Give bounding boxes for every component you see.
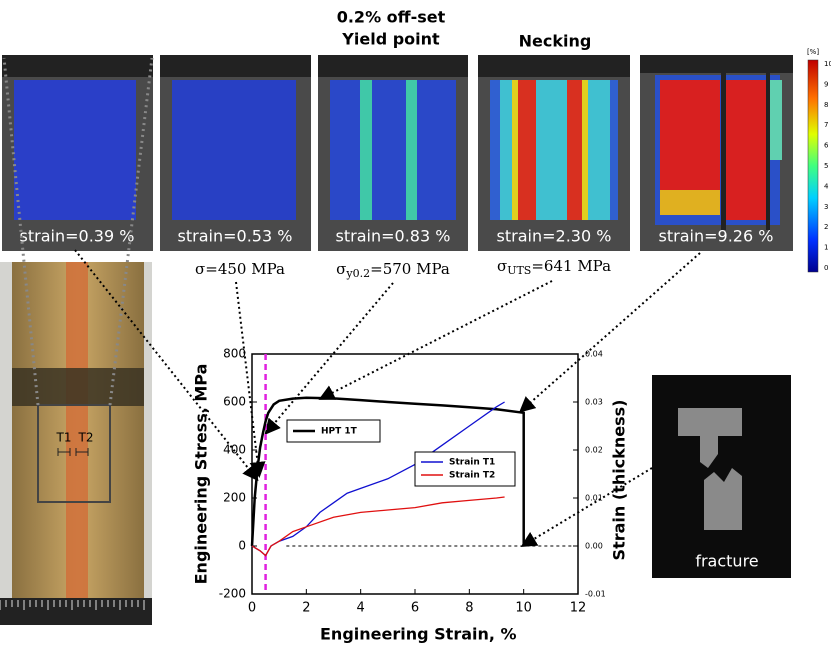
x-tick-label: 6 [411,601,419,616]
y-tick-label: -200 [219,587,246,601]
legend-label: Strain T2 [449,471,495,481]
legend-box [414,451,516,487]
heading: 0.2% off-set [337,8,446,27]
annotation: σy0.2=570 MPa [336,260,450,280]
x-tick-label: 4 [357,601,365,616]
series-line [250,396,525,547]
y-tick-label: 800 [223,347,246,361]
colorbar-tick-label: 3 [824,203,828,211]
gauge-label: T2 [78,431,94,445]
strain-label: strain=2.30 % [497,227,612,246]
heading: Necking [519,32,592,51]
y2-tick-label: 0.01 [585,494,603,503]
dic-panel: strain=2.30 % [478,55,630,251]
colorbar-tick-label: 2 [824,223,828,231]
strain-label: strain=0.83 % [336,227,451,246]
plot: Engineering Strain, % Engineering Stress… [192,347,629,644]
specimen-photo: T1 T2 [0,262,152,625]
colorbar-tick-label: 5 [824,162,828,170]
leader-arrow [74,249,701,548]
y-tick-label: 0 [238,539,246,553]
x-tick-label: 0 [248,601,256,616]
y2-tick-label: 0.02 [585,446,603,455]
y2-tick-label: -0.01 [585,590,606,599]
y-tick-label: 600 [223,395,246,409]
y2-axis-label: Strain (thickness) [610,400,629,561]
zoom-lines [2,57,154,406]
legend-box [286,419,381,443]
annotation: σUTS=641 MPa [497,257,611,277]
dic-panel: strain=0.39 % [2,55,153,251]
annotation: σ=450 MPa [195,260,285,278]
dic-panel: strain=0.53 % [160,55,311,251]
colorbar-unit: [%] [807,48,819,56]
y2-tick-label: 0.04 [585,350,603,359]
strain-label: strain=9.26 % [659,227,774,246]
strain-label: strain=0.53 % [178,227,293,246]
colorbar-tick-label: 4 [824,182,829,190]
gauge-label: T1 [56,431,72,445]
y-axis-label: Engineering Stress, MPa [192,364,211,585]
fracture-image: fracture [652,375,791,578]
fracture-label: fracture [695,552,758,571]
colorbar-tick-label: 7 [824,121,828,129]
x-tick-label: 10 [515,601,532,616]
colorbar-tick-label: 1 [824,244,828,252]
colorbar: [%] 0 1 2 3 4 5 6 7 8 9 10 [807,48,831,273]
dic-panel: strain=0.83 % [318,55,468,251]
y-tick-label: 400 [223,443,246,457]
x-tick-label: 12 [570,601,587,616]
colorbar-tick-label: 8 [824,101,828,109]
heading: Yield point [341,30,440,49]
colorbar-tick-label: 10 [824,60,831,68]
y2-tick-label: 0.03 [585,398,603,407]
colorbar-tick-label: 6 [824,142,829,150]
y2-tick-label: 0.00 [585,542,603,551]
colorbar-tick-label: 9 [824,80,828,88]
legend-label: HPT 1T [321,427,358,437]
x-tick-label: 2 [302,601,310,616]
legend-label: Strain T1 [449,458,495,468]
dic-panel: strain=9.26 % [640,55,793,251]
x-tick-label: 8 [465,601,473,616]
colorbar-tick-label: 0 [824,264,828,272]
series-line [251,496,505,557]
x-axis-label: Engineering Strain, % [320,625,517,644]
y-tick-label: 200 [223,491,246,505]
strain-label: strain=0.39 % [20,227,135,246]
